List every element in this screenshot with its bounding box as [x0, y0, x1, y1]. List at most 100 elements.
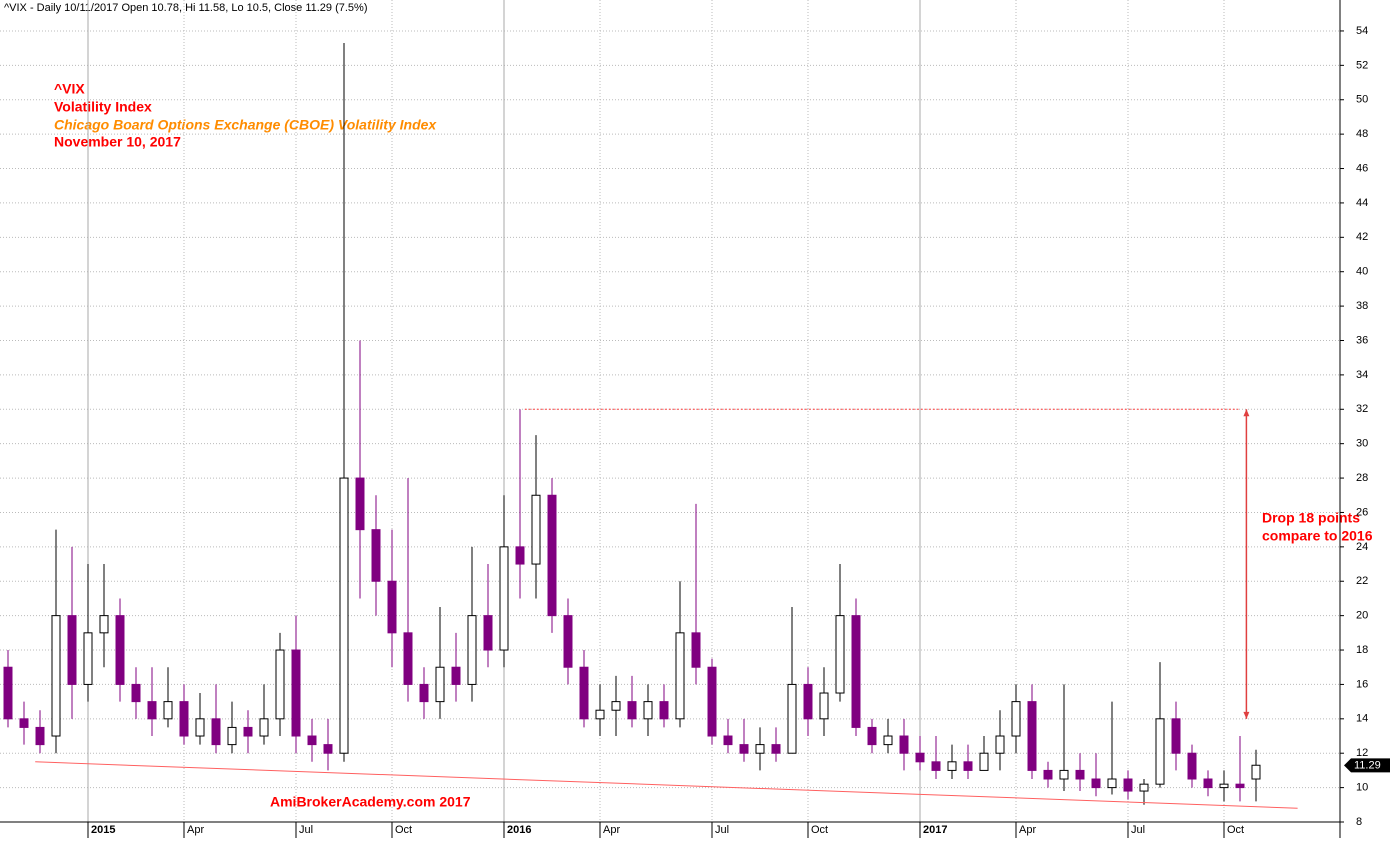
candle-body [979, 752, 989, 771]
x-tick-label: 2016 [507, 824, 531, 836]
candle-body [1203, 778, 1213, 789]
y-tick-label: 52 [1356, 59, 1368, 71]
trend-line [35, 761, 1298, 809]
price-tag-label: 11.29 [1354, 759, 1381, 771]
candle-body [963, 761, 973, 771]
candle-body [515, 546, 525, 565]
candle-body [51, 615, 61, 737]
y-tick-label: 50 [1356, 94, 1368, 106]
candle-body [67, 615, 77, 685]
candle-body [931, 761, 941, 771]
candle-body [531, 494, 541, 565]
x-tick-label: Oct [811, 824, 828, 836]
candle-body [387, 580, 397, 634]
candle-body [451, 666, 461, 685]
candle-body [819, 692, 829, 720]
y-tick-label: 36 [1356, 334, 1368, 346]
annotation: Drop 18 points [1262, 510, 1360, 526]
header: ^VIX - Daily 10/11/2017 Open 10.78, Hi 1… [4, 2, 368, 14]
candle-body [19, 718, 29, 728]
y-tick-label: 26 [1356, 506, 1368, 518]
candle-body [611, 701, 621, 711]
candle-body [371, 529, 381, 582]
candle-body [835, 615, 845, 694]
annotation: compare to 2016 [1262, 528, 1373, 544]
candle-body [947, 761, 957, 771]
x-tick-label: Jul [1131, 824, 1145, 836]
candle-body [499, 546, 509, 651]
y-tick-label: 20 [1356, 610, 1368, 622]
candle-body [163, 701, 173, 720]
candle-body [1155, 718, 1165, 785]
candle-body [115, 615, 125, 685]
candle-body [563, 615, 573, 668]
x-tick-label: Apr [1019, 824, 1036, 836]
candle-body [1139, 783, 1149, 792]
candle-body [147, 701, 157, 720]
candle-body [787, 683, 797, 754]
candle-body [691, 632, 701, 668]
candle-body [995, 735, 1005, 754]
candle-body [707, 666, 717, 737]
candle-body [899, 735, 909, 754]
candle-body [1235, 783, 1245, 789]
y-tick-label: 22 [1356, 575, 1368, 587]
x-tick-label: Jul [299, 824, 313, 836]
candle-body [435, 666, 445, 703]
candle-body [771, 744, 781, 754]
candle-body [1075, 769, 1085, 780]
x-tick-label: Apr [187, 824, 204, 836]
candle-body [355, 477, 365, 531]
candle-body [323, 744, 333, 754]
candle-body [275, 649, 285, 720]
candle-body [723, 735, 733, 746]
candle-body [291, 649, 301, 737]
y-tick-label: 28 [1356, 472, 1368, 484]
candle-body [1251, 764, 1261, 780]
candle-body [755, 744, 765, 754]
y-tick-label: 34 [1356, 369, 1368, 381]
y-tick-label: 54 [1356, 25, 1368, 37]
y-tick-label: 12 [1356, 747, 1368, 759]
candle-body [643, 701, 653, 720]
x-tick-label: Oct [1227, 824, 1244, 836]
candle-body [627, 701, 637, 720]
y-tick-label: 44 [1356, 197, 1368, 209]
y-tick-label: 32 [1356, 403, 1368, 415]
candle-body [883, 735, 893, 746]
y-tick-label: 38 [1356, 300, 1368, 312]
candle-body [3, 666, 13, 720]
candle-body [419, 683, 429, 703]
x-tick-label: Apr [603, 824, 620, 836]
x-tick-label: 2015 [91, 824, 115, 836]
candle-body [851, 615, 861, 728]
candle-body [467, 615, 477, 685]
candle-body [547, 494, 557, 617]
price-tag [1344, 758, 1390, 773]
candle-body [915, 752, 925, 763]
candle-body [179, 701, 189, 737]
candle-body [1107, 778, 1117, 789]
candle-body [675, 632, 685, 720]
x-tick-label: 2017 [923, 824, 947, 836]
candle-body [1187, 752, 1197, 780]
candle-body [483, 615, 493, 651]
title: ^VIX [54, 81, 85, 97]
y-tick-label: 8 [1356, 816, 1362, 828]
candle-body [243, 726, 253, 737]
candle-body [1171, 718, 1181, 754]
candle-body [131, 683, 141, 703]
y-tick-label: 40 [1356, 266, 1368, 278]
y-tick-label: 48 [1356, 128, 1368, 140]
candle-body [35, 726, 45, 746]
y-tick-label: 30 [1356, 438, 1368, 450]
subtitle: Chicago Board Options Exchange (CBOE) Vo… [54, 117, 437, 133]
candle-body [99, 615, 109, 634]
candle-body [1027, 701, 1037, 771]
candle-body [595, 709, 605, 720]
candle-body [867, 726, 877, 746]
candle-body [195, 718, 205, 737]
candle-body [1123, 778, 1133, 792]
